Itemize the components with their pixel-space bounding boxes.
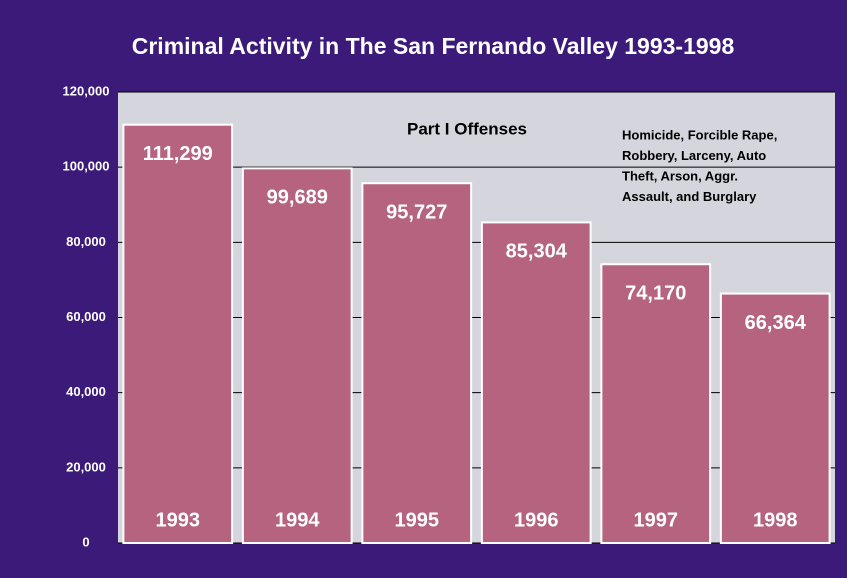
y-tick-label: 60,000 [66,309,106,324]
value-label: 66,364 [745,312,807,334]
bar [361,182,473,545]
x-tick-label: 1993 [156,509,201,531]
x-tick-label: 1995 [395,509,440,531]
bar [719,292,831,544]
value-label: 74,170 [625,283,686,305]
value-label: 99,689 [267,187,328,209]
bar [600,263,712,544]
value-label: 95,727 [386,202,447,224]
x-tick-label: 1996 [514,509,559,531]
bar [122,123,234,544]
bar [480,221,592,544]
note-line: Theft, Arson, Aggr. [622,168,738,183]
subtitle: Part I Offenses [407,119,527,138]
note-line: Robbery, Larceny, Auto [622,148,766,163]
x-tick-label: 1997 [634,509,679,531]
bar [241,167,353,544]
note-line: Homicide, Forcible Rape, [622,127,777,142]
y-tick-label: 100,000 [63,159,110,174]
value-label: 85,304 [506,241,568,263]
y-tick-label: 20,000 [66,459,106,474]
x-tick-label: 1998 [753,509,798,531]
y-tick-label: 0 [82,534,89,549]
y-tick-label: 120,000 [63,83,110,98]
y-tick-label: 40,000 [66,384,106,399]
value-label: 111,299 [143,143,213,165]
chart-title: Criminal Activity in The San Fernando Va… [132,33,735,59]
note-line: Assault, and Burglary [622,189,757,204]
x-tick-label: 1994 [275,509,320,531]
y-tick-label: 80,000 [66,234,106,249]
